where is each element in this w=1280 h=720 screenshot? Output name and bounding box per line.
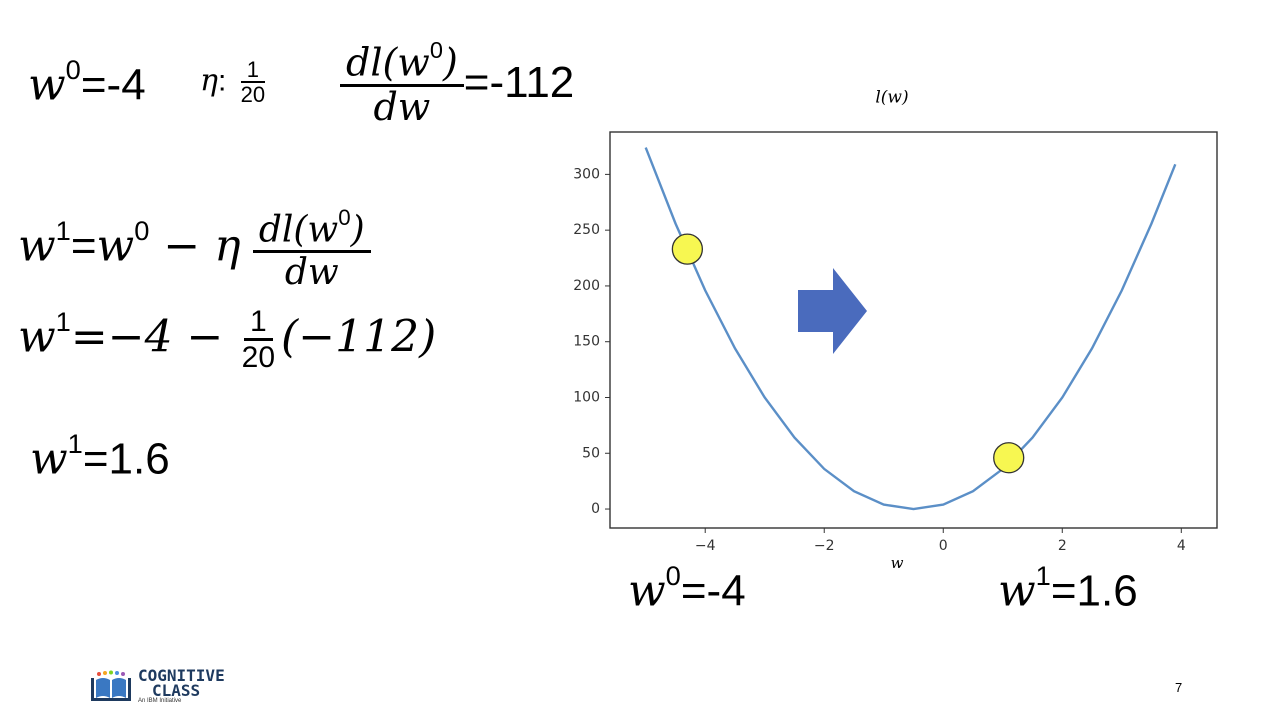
below-left-sup: 0 — [665, 560, 681, 591]
y-axis: 0 50 100 150 200 250 300 — [573, 166, 610, 517]
below-right-value: =1.6 — [1050, 566, 1138, 616]
y-tick-label: 0 — [591, 501, 600, 517]
book-icon — [91, 670, 131, 701]
logo-tagline: An IBM Initiative — [138, 698, 182, 704]
loss-curve — [644, 147, 1177, 511]
result-sup: 1 — [67, 428, 83, 459]
w0-value: =-4 — [80, 60, 146, 110]
update-frac-numerator-close: ) — [350, 209, 365, 251]
x-tick-label: −2 — [814, 538, 835, 554]
update-rhs-sup: 0 — [134, 215, 150, 247]
sub-lhs-sup: 1 — [55, 306, 71, 337]
gradient-equation: dl(w0) dw =-112 — [340, 38, 574, 128]
sub-rhs-start: =−4 − — [70, 311, 224, 363]
below-left-value: =-4 — [680, 566, 746, 616]
w1-label-below: w1=1.6 — [998, 560, 1138, 616]
eta-denominator: 20 — [240, 82, 266, 108]
point-w1 — [993, 442, 1025, 474]
x-axis: −4 −2 0 2 4 — [695, 528, 1186, 554]
y-tick-label: 150 — [573, 334, 600, 350]
x-axis-label: w — [891, 554, 904, 572]
gradient-value: =-112 — [463, 58, 575, 108]
below-left-symbol: w — [628, 565, 666, 617]
x-tick-label: 0 — [939, 538, 948, 554]
sub-frac-denominator: 20 — [241, 340, 276, 374]
eta-colon: : — [217, 64, 227, 98]
below-right-symbol: w — [998, 565, 1036, 617]
sub-frac-numerator: 1 — [244, 306, 273, 341]
gradient-fraction: dl(w0) dw — [340, 38, 464, 128]
gradient-numerator: dl(w — [346, 40, 430, 85]
eta-symbol: η — [200, 63, 218, 99]
logo-line2: CLASS — [152, 681, 201, 700]
below-right-sup: 1 — [1035, 560, 1051, 591]
update-frac-denominator: dw — [284, 251, 339, 293]
x-tick-label: 2 — [1058, 538, 1067, 554]
logo-line1: COGNITIVE — [138, 666, 225, 685]
update-rule: w1=w0 − η dl(w0) dw — [18, 206, 371, 292]
y-tick-label: 50 — [582, 445, 600, 461]
result-equation: w1=1.6 — [30, 428, 170, 484]
plot-frame — [609, 131, 1218, 529]
update-lhs-symbol: w — [18, 220, 56, 272]
update-rhs-symbol: w — [96, 220, 135, 272]
gradient-numerator-sup: 0 — [429, 37, 443, 63]
w0-label-below: w0=-4 — [628, 560, 746, 616]
learning-rate: η: 1 20 — [200, 58, 271, 107]
eta-fraction: 1 20 — [235, 58, 271, 107]
chart-title: l(w) — [875, 90, 908, 108]
x-tick-label: 4 — [1177, 538, 1186, 554]
gradient-numerator-close: ) — [442, 40, 458, 85]
page-number: 7 — [1175, 680, 1183, 695]
result-value: =1.6 — [82, 434, 170, 484]
gradient-denominator: dw — [373, 84, 431, 129]
substitution-equation: w1=−4 − 1 20 (−112) — [18, 306, 436, 374]
sub-lhs-symbol: w — [18, 311, 56, 363]
w0-superscript: 0 — [65, 54, 81, 85]
weight-points — [671, 233, 1025, 474]
y-tick-label: 250 — [573, 222, 600, 238]
top-equation-row: w0=-4 — [28, 54, 146, 110]
loss-chart: l(w) 0 50 100 150 200 250 300 −4 −2 0 2 4 w — [573, 90, 1218, 572]
sub-rhs-end: (−112) — [281, 311, 437, 363]
w0-symbol: w — [28, 59, 66, 111]
y-tick-label: 100 — [573, 389, 600, 405]
right-arrow-icon — [798, 268, 867, 354]
update-lhs-sup: 1 — [55, 215, 71, 247]
y-tick-label: 300 — [573, 166, 600, 182]
update-fraction: dl(w0) dw — [252, 205, 371, 293]
update-minus-eta: − η — [149, 220, 241, 272]
update-frac-numerator: dl(w — [258, 209, 339, 251]
sub-fraction: 1 20 — [236, 306, 281, 374]
y-tick-label: 200 — [573, 278, 600, 294]
point-w0 — [671, 233, 704, 265]
cognitive-class-logo: COGNITIVE CLASS An IBM Initiative — [90, 668, 225, 704]
x-tick-label: −4 — [695, 538, 716, 554]
update-equals: = — [70, 221, 97, 271]
update-frac-numerator-sup: 0 — [338, 205, 351, 230]
eta-numerator: 1 — [240, 58, 266, 84]
result-symbol: w — [30, 433, 68, 485]
